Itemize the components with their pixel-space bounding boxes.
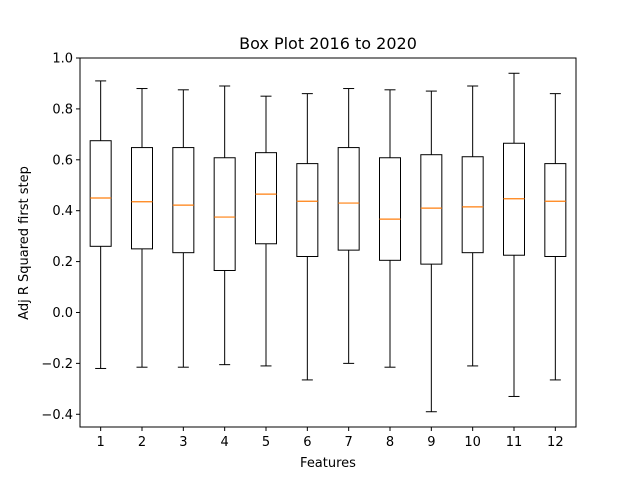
- box-iqr: [420, 154, 443, 265]
- x-tick-label: 7: [345, 435, 353, 450]
- plot-area: −0.4−0.20.00.20.40.60.81.01 2 3 4 5 6 7 8 9 10 11 1…: [41, 52, 577, 450]
- y-tick-label: 0.2: [52, 255, 73, 270]
- y-tick-label: 0.8: [52, 102, 73, 117]
- y-tick-label: 0.0: [52, 306, 73, 321]
- x-tick-label: 10: [464, 435, 481, 450]
- box-iqr: [461, 156, 484, 254]
- x-tick-label: 2: [138, 435, 146, 450]
- y-tick-label: 0.6: [52, 153, 73, 168]
- box-iqr: [172, 147, 195, 254]
- y-tick-label: −0.4: [41, 408, 73, 423]
- x-tick-label: 5: [262, 435, 270, 450]
- x-tick-label: 8: [386, 435, 394, 450]
- y-axis-label: Adj R Squared first step: [17, 166, 32, 320]
- x-tick-label: 3: [179, 435, 187, 450]
- box-iqr: [213, 157, 236, 271]
- box-iqr: [131, 147, 153, 250]
- x-tick-label: 11: [506, 435, 523, 450]
- box-iqr: [379, 157, 401, 261]
- x-tick-label: 9: [427, 435, 435, 450]
- box-iqr: [89, 140, 112, 247]
- x-tick-label: 12: [547, 435, 564, 450]
- box-iqr: [337, 147, 360, 251]
- x-tick-label: 4: [221, 435, 229, 450]
- y-tick-label: −0.2: [41, 357, 73, 372]
- x-tick-label: 6: [303, 435, 311, 450]
- plot-frame: [79, 57, 577, 428]
- box-iqr: [255, 152, 277, 245]
- box-iqr: [544, 163, 567, 257]
- x-axis-label: Features: [300, 456, 356, 471]
- x-tick-label: 1: [97, 435, 105, 450]
- box-iqr: [296, 163, 319, 257]
- y-tick-label: 0.4: [52, 204, 73, 219]
- y-tick-label: 1.0: [52, 52, 73, 67]
- chart-title: Box Plot 2016 to 2020: [239, 34, 417, 53]
